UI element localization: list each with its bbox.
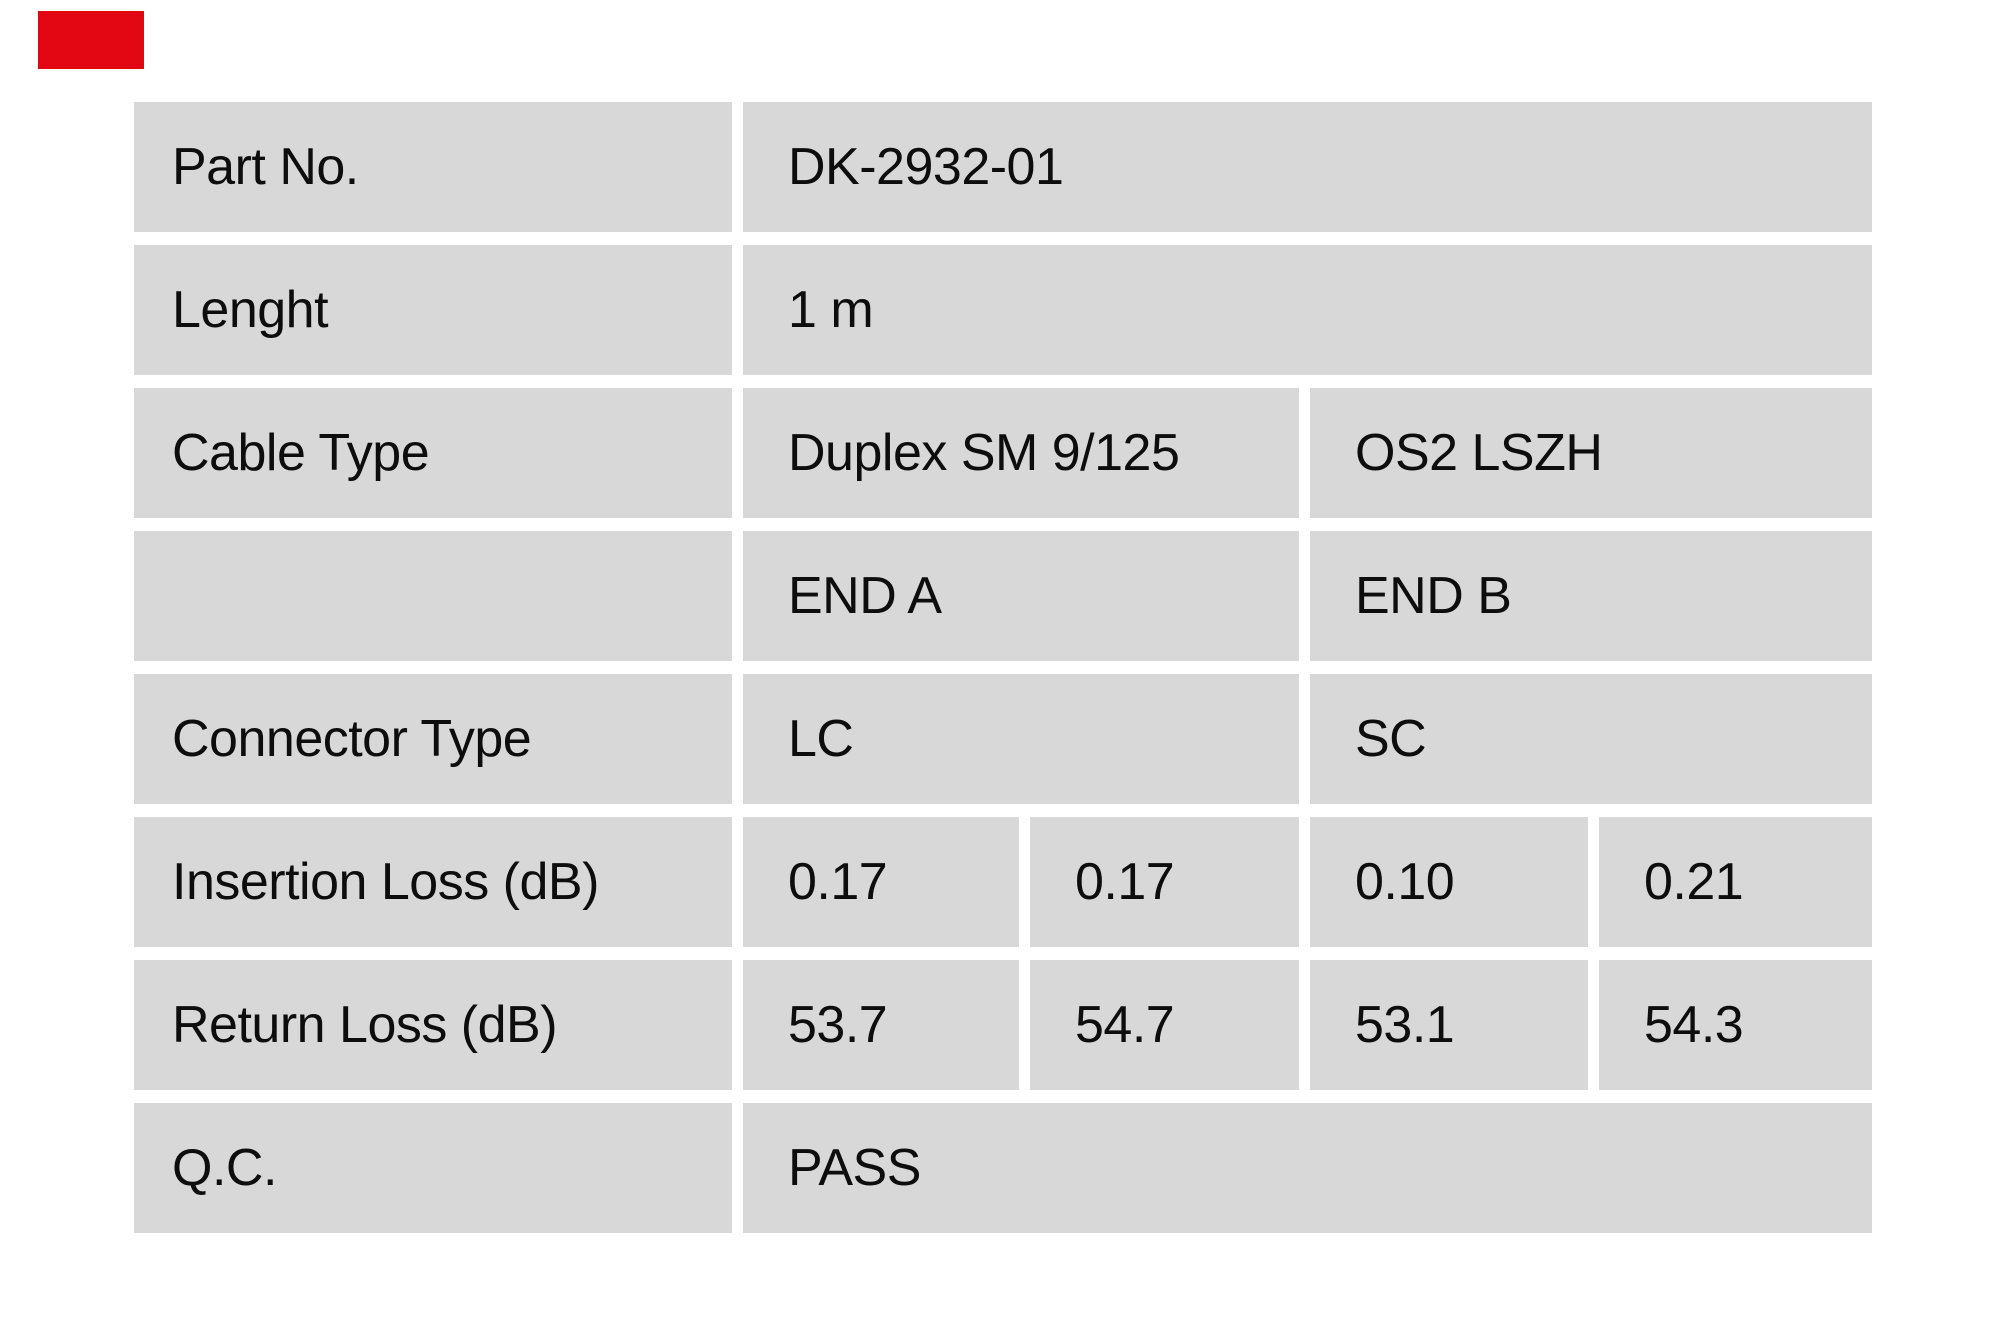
connector-type-label: Connector Type: [134, 674, 732, 804]
length-label: Lenght: [134, 245, 732, 375]
cable-type-value-1: Duplex SM 9/125: [743, 388, 1299, 518]
cable-type-value-2: OS2 LSZH: [1310, 388, 1872, 518]
insertion-loss-label: Insertion Loss (dB): [134, 817, 732, 947]
cable-type-label: Cable Type: [134, 388, 732, 518]
return-loss-b1: 53.1: [1310, 960, 1588, 1090]
return-loss-label: Return Loss (dB): [134, 960, 732, 1090]
end-a-header: END A: [743, 531, 1299, 661]
return-loss-a2: 54.7: [1030, 960, 1299, 1090]
insertion-loss-a2: 0.17: [1030, 817, 1299, 947]
insertion-loss-b1: 0.10: [1310, 817, 1588, 947]
return-loss-b2: 54.3: [1599, 960, 1872, 1090]
part-no-value: DK-2932-01: [743, 102, 1872, 232]
return-loss-a1: 53.7: [743, 960, 1019, 1090]
spec-table: Part No. DK-2932-01 Lenght 1 m Cable Typ…: [134, 102, 1872, 1233]
brand-logo-red-block: [38, 11, 144, 69]
end-b-header: END B: [1310, 531, 1872, 661]
length-value: 1 m: [743, 245, 1872, 375]
part-no-label: Part No.: [134, 102, 732, 232]
connector-type-end-b: SC: [1310, 674, 1872, 804]
connector-type-end-a: LC: [743, 674, 1299, 804]
qc-value: PASS: [743, 1103, 1872, 1233]
insertion-loss-a1: 0.17: [743, 817, 1019, 947]
end-header-empty-cell: [134, 531, 732, 661]
qc-label: Q.C.: [134, 1103, 732, 1233]
insertion-loss-b2: 0.21: [1599, 817, 1872, 947]
